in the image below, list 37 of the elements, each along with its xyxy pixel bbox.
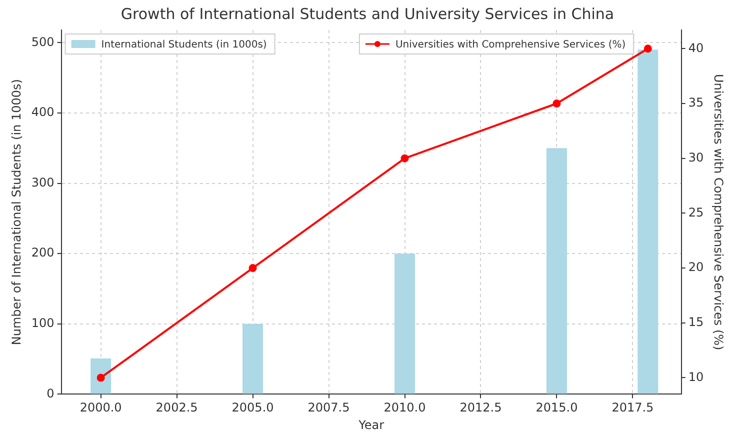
x-tick-label: 2017.5 [612,400,654,415]
y2-tick-label: 30 [688,150,704,164]
y2-tick-label: 25 [688,205,704,220]
point [96,374,105,382]
y-tick-label: 0 [46,386,54,400]
y2-tick-label: 20 [688,260,704,274]
legend-label: International Students (in 1000s) [101,40,267,51]
y-tick-label: 500 [31,34,54,49]
y-tick-label: 300 [31,175,54,190]
y2-axis-title: Universities with Comprehensive Services (%) [712,74,726,350]
chart-title: Growth of International Students and University Services in China [120,4,614,23]
point [644,44,652,53]
x-tick-label: 2005.0 [232,400,274,415]
bar [638,50,658,394]
point [400,154,409,162]
bar [394,254,416,394]
x-tick-label: 2002.5 [156,400,198,415]
x-tick-label: 2000.0 [80,400,122,415]
x-tick-label: 2015.0 [536,400,578,415]
legend-label: Universities with Comprehensive Services (%) [395,40,626,51]
y2-tick-label: 15 [688,315,704,330]
y-tick-label: 200 [31,246,54,260]
bar [242,324,264,394]
y2-tick-label: 40 [688,40,704,55]
point [552,100,561,108]
x-tick-label: 2010.0 [384,400,426,415]
x-tick-label: 2007.5 [308,400,350,415]
y-tick-label: 400 [31,105,54,120]
bar [546,148,567,394]
y2-tick-label: 35 [688,96,704,110]
x-tick-label: 2012.5 [460,400,502,415]
y-tick-label: 100 [31,316,54,330]
y-axis-title: Number of International Students (in 1000s) [9,79,24,346]
x-axis-title: Year [358,418,384,432]
point [248,264,257,272]
bar [90,358,112,394]
y2-tick-label: 10 [688,370,704,384]
